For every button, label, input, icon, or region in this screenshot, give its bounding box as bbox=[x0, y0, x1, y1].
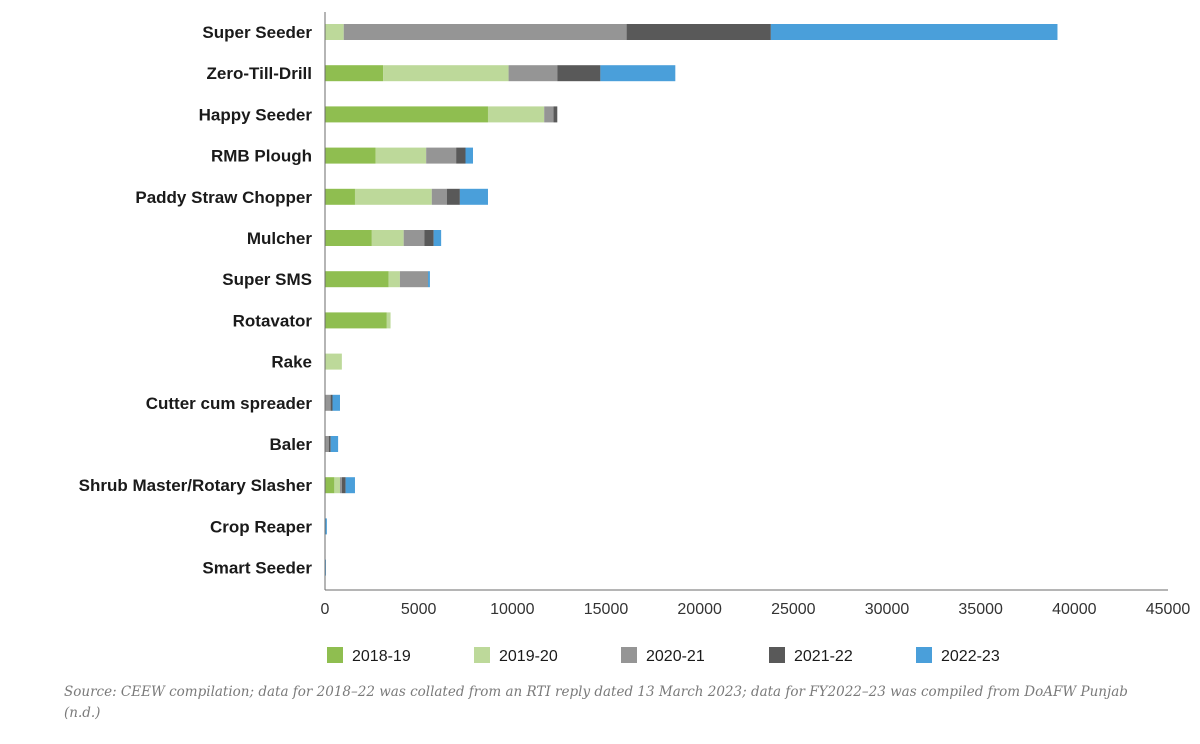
bar-segment bbox=[330, 394, 333, 411]
bar-segment bbox=[325, 147, 376, 164]
bar-segment bbox=[544, 106, 554, 123]
bar-segment bbox=[487, 106, 545, 123]
x-tick-label: 5000 bbox=[401, 601, 437, 618]
category-label: RMB Plough bbox=[211, 147, 312, 166]
bar-segment bbox=[325, 65, 384, 82]
bar-segment bbox=[325, 312, 387, 329]
category-label: Super Seeder bbox=[202, 23, 312, 42]
bar-segment bbox=[388, 271, 400, 288]
legend-swatch bbox=[769, 647, 785, 663]
x-tick-label: 10000 bbox=[490, 601, 535, 618]
category-label: Happy Seeder bbox=[199, 105, 313, 124]
x-tick-labels: 0 5000 10000 15000 20000 25000 30000 35000 40000… bbox=[321, 601, 1191, 618]
category-label: Rotavator bbox=[233, 311, 313, 330]
category-label: Rake bbox=[271, 353, 312, 372]
x-tick-label: 45000 bbox=[1146, 601, 1191, 618]
bar-segment bbox=[325, 230, 372, 246]
x-tick-label: 30000 bbox=[865, 601, 910, 618]
bar-segment bbox=[375, 147, 427, 164]
bar-segment bbox=[325, 188, 355, 205]
bar-segment bbox=[325, 24, 344, 40]
x-tick-label: 15000 bbox=[584, 601, 629, 618]
bar-segment bbox=[557, 65, 601, 82]
bar-segment bbox=[446, 188, 460, 205]
legend-label: 2022-23 bbox=[941, 648, 1000, 665]
category-label: Super SMS bbox=[222, 270, 312, 289]
legend-label: 2021-22 bbox=[794, 648, 853, 665]
bar-segment bbox=[431, 188, 447, 205]
bar-segment bbox=[325, 353, 342, 370]
bar-segment bbox=[403, 230, 425, 246]
bar-segment bbox=[508, 65, 558, 82]
x-tick-label: 40000 bbox=[1052, 601, 1097, 618]
bar-segment bbox=[459, 188, 488, 205]
legend-swatch bbox=[916, 647, 932, 663]
bar-segment bbox=[339, 477, 342, 494]
category-label: Cutter cum spreader bbox=[146, 394, 313, 413]
bar-segment bbox=[345, 477, 355, 494]
category-label: Baler bbox=[269, 435, 312, 454]
legend-swatch bbox=[621, 647, 637, 663]
bar-segment bbox=[465, 147, 473, 164]
legend-swatch bbox=[327, 647, 343, 663]
bar-segment bbox=[334, 477, 340, 494]
bar-segment bbox=[328, 436, 331, 452]
bar-segment bbox=[424, 230, 434, 246]
bar-segment bbox=[426, 147, 457, 164]
x-tick-label: 35000 bbox=[958, 601, 1003, 618]
legend: 2018-19 2019-20 2020-21 2021-22 2022-23 bbox=[327, 647, 1000, 665]
category-label: Zero-Till-Drill bbox=[207, 64, 312, 83]
stacked-bar-chart: Super Seeder Zero-Till-Drill Happy Seeder R… bbox=[79, 12, 1191, 665]
category-label: Shrub Master/Rotary Slasher bbox=[79, 476, 313, 495]
bar-segment bbox=[354, 188, 432, 205]
bar-segment bbox=[428, 271, 430, 288]
category-label: Paddy Straw Chopper bbox=[135, 188, 312, 207]
legend-label: 2020-21 bbox=[646, 648, 705, 665]
bar-segment bbox=[399, 271, 429, 288]
bar-segment bbox=[600, 65, 676, 82]
x-tick-label: 0 bbox=[321, 601, 330, 618]
category-label: Mulcher bbox=[247, 229, 313, 248]
bar-segment bbox=[332, 394, 340, 411]
category-label: Crop Reaper bbox=[210, 517, 312, 536]
bar-segment bbox=[343, 24, 627, 40]
bar-segment bbox=[456, 147, 466, 164]
x-tick-label: 20000 bbox=[677, 601, 722, 618]
bar-segment bbox=[330, 436, 339, 452]
bar-segment bbox=[325, 394, 331, 411]
bar-segment bbox=[386, 312, 391, 329]
bar-segment bbox=[626, 24, 771, 40]
bar-segment bbox=[325, 436, 329, 452]
bar-segment bbox=[325, 106, 488, 123]
bar-segment bbox=[433, 230, 442, 246]
bar-segment bbox=[553, 106, 558, 123]
source-note: Source: CEEW compilation; data for 2018–… bbox=[64, 684, 1128, 721]
axes bbox=[324, 12, 1168, 591]
bar-segment bbox=[371, 230, 404, 246]
legend-label: 2018-19 bbox=[352, 648, 411, 665]
legend-label: 2019-20 bbox=[499, 648, 558, 665]
bar-segment bbox=[770, 24, 1058, 40]
bar-segment bbox=[325, 477, 335, 494]
bar-segments bbox=[325, 24, 1058, 576]
bar-segment bbox=[341, 477, 346, 494]
category-label: Smart Seeder bbox=[202, 559, 312, 578]
bar-segment bbox=[325, 271, 389, 288]
bar-segment bbox=[383, 65, 509, 82]
legend-swatch bbox=[474, 647, 490, 663]
x-tick-label: 25000 bbox=[771, 601, 816, 618]
category-labels: Super Seeder Zero-Till-Drill Happy Seeder R… bbox=[79, 23, 313, 578]
bar-segment bbox=[325, 518, 327, 535]
